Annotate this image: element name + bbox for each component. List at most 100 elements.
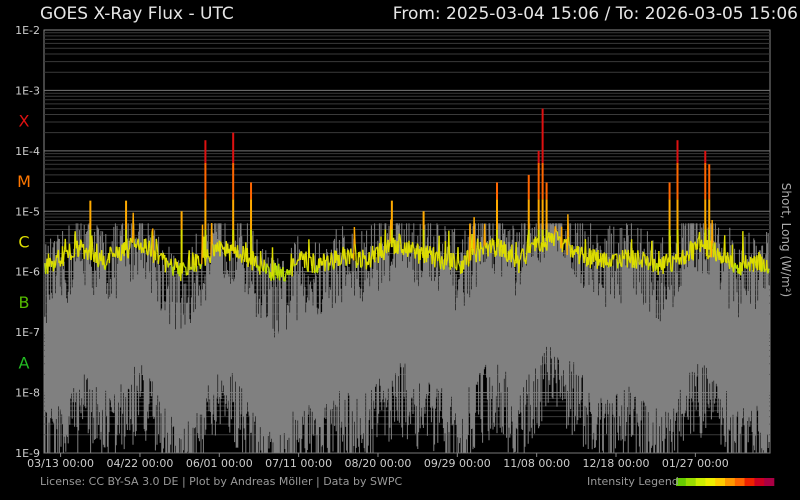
long-channel-segment — [259, 250, 262, 261]
long-channel-segment — [132, 212, 135, 239]
long-channel-segment — [512, 258, 515, 261]
long-channel-segment — [263, 259, 266, 266]
long-channel-segment — [167, 263, 170, 268]
long-channel-segment — [763, 259, 766, 272]
long-channel-segment — [519, 254, 522, 260]
long-channel-segment — [464, 255, 467, 258]
long-channel-segment — [584, 239, 587, 258]
long-channel-segment — [72, 256, 75, 258]
long-channel-segment — [374, 251, 377, 263]
long-channel-segment — [304, 255, 307, 268]
long-channel-segment — [573, 249, 576, 255]
long-channel-segment — [731, 244, 734, 272]
long-channel-segment — [653, 258, 656, 261]
long-channel-segment — [67, 253, 70, 259]
long-channel-segment — [579, 247, 582, 255]
long-channel-segment — [434, 251, 437, 255]
long-channel-segment — [749, 256, 752, 260]
long-channel-segment — [348, 252, 351, 265]
long-channel-segment — [706, 240, 709, 260]
long-channel-segment — [300, 251, 303, 253]
long-channel-segment — [530, 242, 532, 245]
long-channel-segment — [64, 238, 67, 253]
long-channel-segment — [441, 264, 444, 269]
long-channel-segment — [85, 247, 88, 254]
long-channel-segment — [127, 249, 130, 259]
long-channel-segment — [223, 246, 226, 256]
long-channel-segment — [443, 257, 446, 270]
long-channel-segment — [504, 244, 507, 259]
long-channel-segment — [149, 248, 152, 257]
long-channel-segment — [531, 242, 534, 245]
long-channel-segment — [702, 244, 705, 247]
long-channel-segment — [312, 253, 315, 256]
long-channel-segment — [51, 261, 54, 265]
long-channel-segment — [745, 255, 748, 268]
long-channel-segment — [138, 245, 141, 251]
long-channel-segment — [266, 263, 269, 267]
legend-swatch — [705, 478, 716, 486]
long-channel-segment — [439, 259, 442, 270]
long-channel-segment — [220, 241, 223, 245]
long-channel-segment — [570, 250, 573, 258]
long-channel-segment — [473, 217, 476, 254]
long-channel-segment — [306, 265, 309, 271]
long-channel-segment — [271, 247, 274, 278]
long-channel-segment — [93, 253, 96, 262]
long-channel-segment — [57, 249, 60, 264]
long-channel-segment — [458, 263, 460, 265]
y-axis-label: Short, Long (W/m²) — [779, 183, 793, 297]
long-channel-segment — [381, 250, 384, 255]
y-tick-label: 1E-3 — [15, 84, 40, 97]
long-channel-segment — [171, 264, 174, 272]
long-channel-segment — [663, 260, 666, 269]
long-channel-segment — [747, 261, 750, 265]
legend-swatch — [695, 478, 706, 486]
long-channel-segment — [208, 256, 211, 260]
long-channel-segment — [756, 258, 759, 271]
long-channel-segment — [613, 253, 616, 256]
chart-title: GOES X-Ray Flux - UTC — [40, 4, 234, 24]
long-channel-segment — [305, 251, 308, 266]
long-channel-segment — [711, 219, 714, 244]
long-channel-segment — [106, 258, 109, 261]
long-channel-segment — [385, 244, 388, 254]
long-channel-segment — [721, 256, 724, 263]
long-channel-segment — [287, 270, 290, 276]
long-channel-segment — [255, 255, 258, 268]
long-channel-segment — [297, 259, 300, 262]
long-channel-segment — [578, 258, 581, 265]
long-channel-segment — [182, 262, 185, 265]
long-channel-segment — [110, 251, 113, 254]
long-channel-segment — [270, 276, 273, 281]
long-channel-segment — [673, 257, 675, 260]
long-channel-segment — [238, 256, 241, 259]
long-channel-segment — [557, 236, 560, 241]
long-channel-segment — [129, 238, 132, 248]
long-channel-segment — [446, 259, 449, 262]
legend-swatch — [754, 478, 765, 486]
long-channel-segment — [239, 253, 242, 256]
long-channel-segment — [497, 238, 500, 252]
long-channel-segment — [137, 238, 140, 248]
legend-swatch — [715, 478, 726, 486]
long-channel-segment — [476, 238, 479, 249]
long-channel-segment — [103, 255, 106, 269]
long-channel-segment — [377, 251, 380, 264]
long-channel-segment — [477, 248, 480, 251]
long-channel-segment — [539, 250, 542, 252]
long-channel-segment — [145, 249, 148, 255]
long-channel-segment — [66, 249, 68, 252]
long-channel-segment — [671, 256, 674, 272]
long-channel-segment — [434, 253, 437, 268]
long-channel-segment — [639, 262, 642, 265]
long-channel-segment — [646, 255, 649, 258]
long-channel-segment — [210, 223, 213, 245]
long-channel-segment — [370, 253, 373, 259]
long-channel-segment — [291, 258, 294, 277]
long-channel-segment — [438, 235, 441, 264]
long-channel-segment — [188, 250, 191, 271]
long-channel-segment — [715, 256, 718, 262]
intensity-legend-label: Intensity Legend — [587, 475, 679, 488]
long-channel-segment — [145, 238, 148, 250]
